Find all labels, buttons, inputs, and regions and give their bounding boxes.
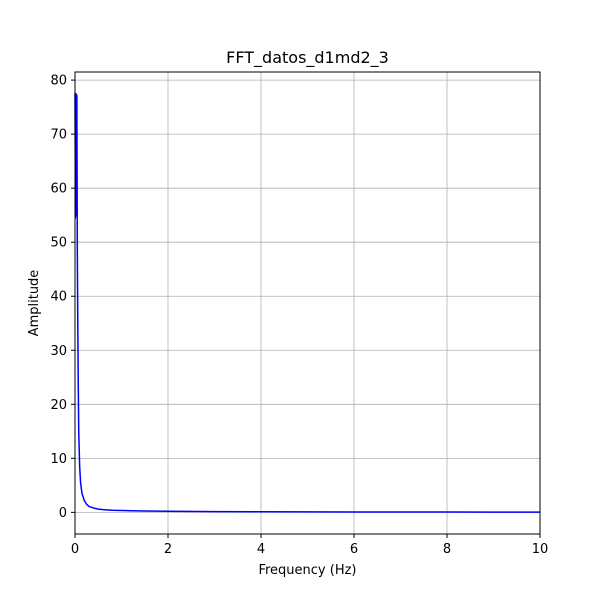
x-tick-label: 6	[350, 542, 358, 557]
y-tick-label: 40	[50, 290, 67, 305]
y-tick-label: 50	[50, 236, 67, 251]
y-tick-label: 60	[50, 182, 67, 197]
ticks: 0 2 4 6 8 10 0 10 20 30 40 50 60 70 80	[50, 74, 548, 557]
y-axis-label: Amplitude	[27, 270, 42, 337]
grid	[74, 72, 541, 534]
y-tick-label: 0	[59, 506, 67, 521]
y-tick-label: 20	[50, 398, 67, 413]
axes-frame	[74, 71, 541, 535]
x-tick-label: 0	[71, 542, 79, 557]
y-tick-label: 70	[50, 128, 67, 143]
y-tick-label: 30	[50, 344, 67, 359]
x-axis-label: Frequency (Hz)	[258, 563, 356, 578]
y-tick-label: 80	[50, 74, 67, 89]
series-layer	[74, 92, 540, 513]
x-tick-label: 10	[532, 542, 549, 557]
x-tick-label: 2	[164, 542, 172, 557]
series-line	[74, 92, 540, 513]
x-tick-label: 4	[257, 542, 265, 557]
chart-title: FFT_datos_d1md2_3	[226, 48, 389, 68]
y-tick-label: 10	[50, 452, 67, 467]
x-tick-label: 8	[443, 542, 451, 557]
